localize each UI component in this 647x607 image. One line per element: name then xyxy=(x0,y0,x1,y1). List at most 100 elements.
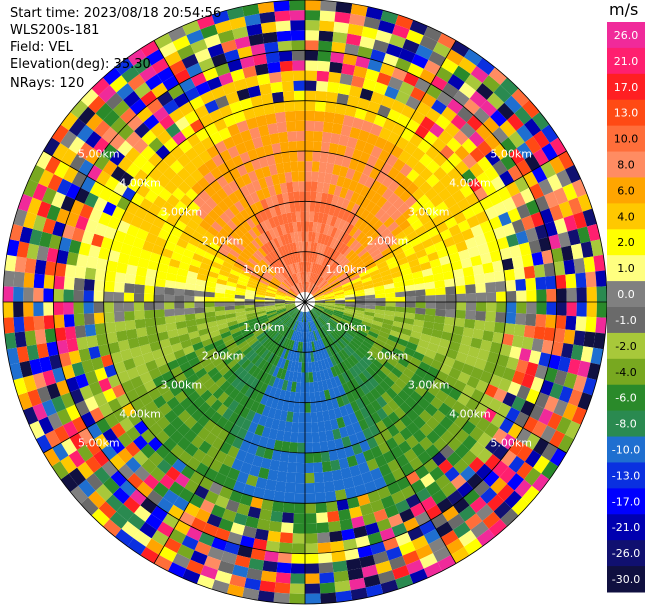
range-gate xyxy=(402,322,414,331)
range-gate xyxy=(328,408,337,421)
range-gate xyxy=(450,40,470,58)
range-gate xyxy=(381,187,394,201)
range-gate xyxy=(117,339,130,352)
range-gate xyxy=(102,159,118,176)
range-gate xyxy=(144,400,159,415)
range-gate xyxy=(332,386,342,398)
range-gate xyxy=(437,32,456,50)
range-gate xyxy=(234,241,246,252)
range-gate xyxy=(94,268,107,281)
range-gate xyxy=(361,320,373,328)
range-gate xyxy=(260,348,270,360)
range-gate xyxy=(387,424,400,438)
range-gate xyxy=(504,95,522,114)
range-gate xyxy=(198,440,212,454)
range-gate xyxy=(225,285,237,291)
range-gate xyxy=(207,225,219,237)
range-gate xyxy=(170,173,184,188)
range-gate xyxy=(320,451,331,463)
range-gate xyxy=(590,347,604,365)
range-gate xyxy=(315,90,328,102)
range-gate xyxy=(486,92,505,110)
range-gate xyxy=(233,261,244,271)
range-gate xyxy=(497,102,515,121)
range-gate xyxy=(435,389,449,403)
range-gate xyxy=(308,372,314,383)
range-gate xyxy=(400,267,412,276)
range-gate xyxy=(454,145,470,161)
range-gate xyxy=(322,410,331,422)
range-gate xyxy=(393,419,407,433)
range-gate xyxy=(438,129,454,145)
range-gate xyxy=(365,6,384,21)
range-gate xyxy=(156,129,172,145)
range-gate xyxy=(241,418,252,431)
range-gate xyxy=(315,302,326,305)
range-gate xyxy=(330,132,341,145)
range-gate xyxy=(464,237,478,250)
range-gate xyxy=(392,320,404,329)
range-gate xyxy=(197,352,210,363)
range-gate xyxy=(419,213,432,226)
range-gate xyxy=(279,234,287,246)
range-gate xyxy=(575,272,587,288)
range-gate xyxy=(379,62,396,77)
range-gate xyxy=(424,314,436,323)
range-gate xyxy=(319,10,336,22)
range-gate xyxy=(405,493,421,509)
range-gate xyxy=(274,297,286,300)
range-gate xyxy=(60,130,77,149)
range-gate xyxy=(236,317,248,324)
range-gate xyxy=(200,236,213,247)
range-gate xyxy=(410,110,426,125)
range-gate xyxy=(334,341,344,351)
range-gate xyxy=(273,333,282,343)
range-gate xyxy=(254,296,265,300)
range-gate xyxy=(318,40,333,52)
range-gate xyxy=(296,331,301,342)
range-gate xyxy=(313,472,324,483)
range-gate xyxy=(265,395,274,408)
range-gate xyxy=(245,75,259,89)
range-gate xyxy=(291,252,297,264)
range-gate xyxy=(32,372,47,390)
range-gate xyxy=(516,159,532,177)
range-gate xyxy=(286,293,296,299)
range-gate xyxy=(247,506,262,519)
range-gate xyxy=(312,288,321,296)
range-gate xyxy=(247,317,259,324)
range-gate xyxy=(178,101,195,117)
range-gate xyxy=(113,302,125,313)
range-gate xyxy=(245,286,257,292)
range-gate xyxy=(146,98,163,115)
range-gate xyxy=(298,282,303,293)
range-gate xyxy=(190,72,207,87)
range-gate xyxy=(289,319,296,329)
range-gate xyxy=(305,40,319,51)
range-gate xyxy=(184,289,195,297)
range-gate xyxy=(123,302,135,312)
range-gate xyxy=(315,340,321,351)
range-gate xyxy=(310,351,315,363)
range-gate xyxy=(344,306,356,310)
range-gate xyxy=(414,367,428,379)
range-gate xyxy=(80,88,99,107)
range-gate xyxy=(377,104,391,119)
range-gate xyxy=(228,411,240,425)
range-gate xyxy=(84,324,97,337)
range-gate xyxy=(204,302,215,308)
range-gate xyxy=(462,153,478,169)
range-gate xyxy=(284,370,291,381)
range-gate xyxy=(351,474,365,487)
range-gate xyxy=(227,277,238,284)
range-gate xyxy=(305,362,309,373)
range-gate xyxy=(351,170,363,183)
range-gate xyxy=(148,422,163,437)
range-gate xyxy=(254,356,264,368)
range-gate xyxy=(268,283,279,290)
range-gate xyxy=(311,320,316,331)
range-gate xyxy=(322,182,331,194)
range-gate xyxy=(312,307,322,315)
range-gate xyxy=(222,260,234,270)
range-gate xyxy=(261,165,272,178)
